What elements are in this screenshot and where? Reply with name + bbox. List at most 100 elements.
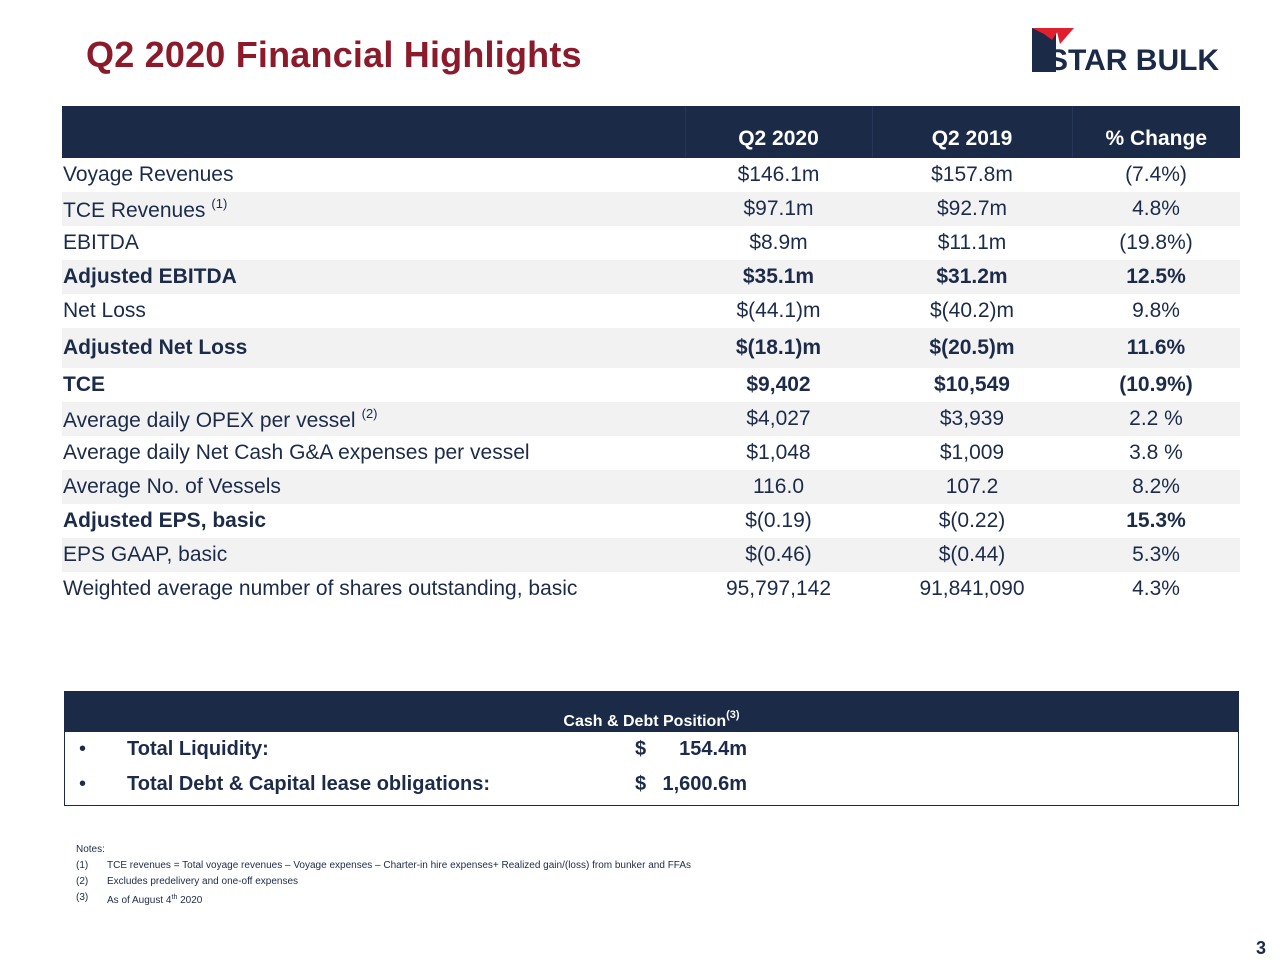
table-row: Average No. of Vessels 116.0 107.2 8.2% <box>62 470 1240 504</box>
cell-change: 2.2 % <box>1072 402 1240 436</box>
row-label-cell: Average daily OPEX per vessel (2) <box>62 402 685 436</box>
table-row: Adjusted EBITDA $35.1m $31.2m 12.5% <box>62 260 1240 294</box>
cell-change: (10.9%) <box>1119 373 1193 396</box>
notes-heading: Notes: <box>76 844 105 855</box>
row-label: EBITDA <box>63 231 139 254</box>
cell-q2-2020: $4,027 <box>685 402 872 436</box>
table-row: Average daily Net Cash G&A expenses per … <box>62 436 1240 470</box>
page-number: 3 <box>1256 938 1267 958</box>
cash-item-total-liquidity: • Total Liquidity: $ 154.4m <box>65 732 1238 767</box>
bullet: • <box>79 738 87 760</box>
cell-q2-2020: $8.9m <box>749 231 808 254</box>
header-blank <box>62 106 685 158</box>
cell-change: 4.8% <box>1072 192 1240 226</box>
currency-symbol: $ <box>635 773 647 795</box>
cell-q2-2020: 95,797,142 <box>725 577 832 600</box>
row-label: Weighted average number of shares outsta… <box>63 577 578 600</box>
note-text: As of August 4 <box>107 895 172 906</box>
note-number: (2) <box>76 876 89 887</box>
cell-change: 12.5% <box>1072 260 1240 294</box>
cell-q2-2019: $157.8m <box>931 163 1013 186</box>
cell-change: 9.8% <box>1132 299 1180 322</box>
table-row: Adjusted EPS, basic $(0.19) $(0.22) 15.3… <box>62 504 1240 538</box>
cash-item-value: 154.4m <box>679 738 747 760</box>
currency-symbol: $ <box>635 738 647 760</box>
star-bulk-logo: STAR BULK <box>1032 28 1219 76</box>
cell-q2-2020: $(18.1)m <box>685 328 872 368</box>
cell-q2-2020: $1,048 <box>746 441 811 464</box>
cell-change: (7.4%) <box>1125 163 1187 186</box>
note-text: Excludes predelivery and one-off expense… <box>107 876 299 887</box>
cell-q2-2019: $10,549 <box>934 373 1010 396</box>
note-text-wrap: As of August 4th 2020 <box>107 890 202 909</box>
table-row: TCE $9,402 $10,549 (10.9%) <box>62 368 1240 402</box>
cell-q2-2019: $3,939 <box>872 402 1072 436</box>
row-label: TCE Revenues <box>63 198 206 222</box>
cell-q2-2019: $(0.44) <box>872 538 1072 572</box>
row-label: Average daily OPEX per vessel <box>63 408 356 432</box>
table-row: Net Loss $(44.1)m $(40.2)m 9.8% <box>62 294 1240 328</box>
table-row: TCE Revenues (1) $97.1m $92.7m 4.8% <box>62 192 1240 226</box>
row-label: Adjusted EBITDA <box>62 260 685 294</box>
cell-q2-2020: $97.1m <box>685 192 872 226</box>
cash-debt-panel: Cash & Debt Position(3) • Total Liquidit… <box>64 691 1239 806</box>
table-row: EPS GAAP, basic $(0.46) $(0.44) 5.3% <box>62 538 1240 572</box>
note-item: (1) TCE revenues = Total voyage revenues… <box>76 858 691 874</box>
cell-q2-2020: 116.0 <box>685 470 872 504</box>
cell-change: 11.6% <box>1072 328 1240 368</box>
cell-q2-2019: $92.7m <box>872 192 1072 226</box>
table-row: Voyage Revenues $146.1m $157.8m (7.4%) <box>62 158 1240 192</box>
cell-change: (19.8%) <box>1119 231 1193 254</box>
row-label: EPS GAAP, basic <box>62 538 685 572</box>
cell-q2-2019: $31.2m <box>872 260 1072 294</box>
cell-q2-2019: $(20.5)m <box>872 328 1072 368</box>
cell-change: 15.3% <box>1126 509 1186 532</box>
cell-q2-2019: $11.1m <box>937 231 1007 254</box>
header-pct-change: % Change <box>1071 106 1240 158</box>
cell-q2-2019: 107.2 <box>872 470 1072 504</box>
financial-highlights-table: Q2 2020 Q2 2019 % Change Voyage Revenues… <box>62 106 1240 606</box>
cell-q2-2020: $35.1m <box>685 260 872 294</box>
cell-q2-2019: $(0.22) <box>938 509 1006 532</box>
note-number: (1) <box>76 860 89 871</box>
table-header-row: Q2 2020 Q2 2019 % Change <box>62 106 1240 158</box>
row-label-cell: TCE Revenues (1) <box>62 192 685 226</box>
cash-item-value: 1,600.6m <box>662 773 747 795</box>
cell-q2-2020: $(0.19) <box>745 509 812 532</box>
note-superscript: th <box>171 894 178 901</box>
cell-change: 4.3% <box>1132 577 1180 600</box>
note-number: (3) <box>76 892 89 903</box>
note-item: (3) As of August 4th 2020 <box>76 890 691 909</box>
cell-q2-2019: $1,009 <box>939 441 1005 464</box>
cash-item-label: Total Debt & Capital lease obligations: <box>127 773 491 795</box>
table-row: Average daily OPEX per vessel (2) $4,027 … <box>62 402 1240 436</box>
cell-change: 3.8 % <box>1129 441 1183 464</box>
row-label: Adjusted EPS, basic <box>63 509 267 532</box>
row-label: Average No. of Vessels <box>62 470 685 504</box>
footnote-marker: (2) <box>361 405 378 421</box>
note-text-after: 2020 <box>177 895 203 906</box>
cell-q2-2020: $(44.1)m <box>736 299 821 322</box>
row-label: Voyage Revenues <box>63 163 234 186</box>
cash-debt-header: Cash & Debt Position(3) <box>65 692 1238 732</box>
footnote-marker: (3) <box>726 709 740 721</box>
cash-item-total-debt: • Total Debt & Capital lease obligations… <box>65 767 1238 802</box>
page-title: Q2 2020 Financial Highlights <box>86 34 582 75</box>
cell-q2-2019: $(40.2)m <box>929 299 1015 322</box>
table-row: Weighted average number of shares outsta… <box>62 572 1240 606</box>
row-label: TCE <box>63 373 105 396</box>
logo-text: STAR BULK <box>1048 44 1219 76</box>
row-label: Adjusted Net Loss <box>62 328 685 368</box>
header-q2-2020: Q2 2020 <box>684 106 872 158</box>
cell-q2-2020: $9,402 <box>746 373 811 396</box>
cell-q2-2020: $146.1m <box>737 163 820 186</box>
table-row: EBITDA $8.9m $11.1m (19.8%) <box>62 226 1240 260</box>
note-item: (2) Excludes predelivery and one-off exp… <box>76 874 691 890</box>
row-label: Net Loss <box>63 299 146 322</box>
cell-change: 8.2% <box>1072 470 1240 504</box>
cash-item-label: Total Liquidity: <box>127 738 269 760</box>
header-q2-2019: Q2 2019 <box>871 106 1072 158</box>
row-label: Average daily Net Cash G&A expenses per … <box>63 441 530 464</box>
cell-q2-2020: $(0.46) <box>685 538 872 572</box>
bullet: • <box>79 773 87 795</box>
